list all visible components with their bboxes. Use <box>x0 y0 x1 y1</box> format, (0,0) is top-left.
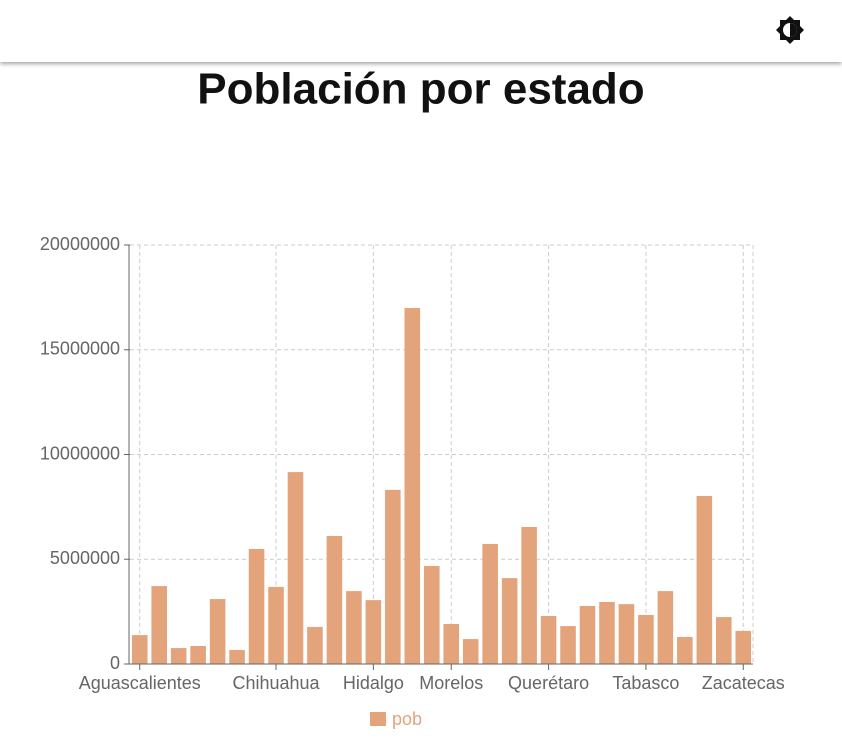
bar <box>716 617 732 664</box>
bar <box>307 626 323 664</box>
y-tick-label: 15000000 <box>40 339 120 359</box>
theme-toggle[interactable] <box>776 16 804 44</box>
bar <box>482 543 498 664</box>
x-tick-label: Zacatecas <box>702 673 785 693</box>
x-tick-label: Hidalgo <box>343 673 404 693</box>
bar <box>501 578 518 664</box>
bar <box>151 586 167 664</box>
bar <box>443 623 460 664</box>
bar <box>677 636 693 664</box>
y-tick-label: 10000000 <box>40 443 120 463</box>
legend-swatch <box>370 712 386 726</box>
bar <box>209 599 226 664</box>
x-tick-label: Tabasco <box>612 673 679 693</box>
bar <box>735 630 752 664</box>
bar <box>540 616 557 664</box>
bar <box>599 601 615 664</box>
bar <box>560 626 576 664</box>
bar <box>287 472 304 664</box>
y-tick-label: 20000000 <box>40 234 120 254</box>
bar <box>229 649 245 664</box>
bar <box>131 635 148 664</box>
bar <box>521 526 537 664</box>
bar <box>423 565 440 664</box>
bar <box>385 489 401 664</box>
x-tick-label: Querétaro <box>508 673 589 693</box>
bar <box>346 591 362 664</box>
y-tick-label: 0 <box>110 653 120 673</box>
x-tick-label: Chihuahua <box>232 673 320 693</box>
bar <box>638 614 654 664</box>
header <box>0 0 842 62</box>
chart-title: Población por estado <box>197 65 644 114</box>
x-tick-label: Aguascalientes <box>79 673 201 693</box>
bar <box>657 591 674 664</box>
x-tick-label: Morelos <box>419 673 483 693</box>
legend-label: pob <box>392 709 422 729</box>
bar <box>326 535 343 664</box>
bar <box>618 604 635 664</box>
bar <box>579 605 596 664</box>
bar <box>462 639 479 664</box>
bar <box>248 548 265 664</box>
bar <box>170 648 187 664</box>
bar <box>404 308 421 664</box>
bar <box>365 600 382 664</box>
bar <box>696 495 713 664</box>
y-tick-label: 5000000 <box>50 548 120 568</box>
bar <box>268 586 284 664</box>
bar <box>190 645 206 664</box>
